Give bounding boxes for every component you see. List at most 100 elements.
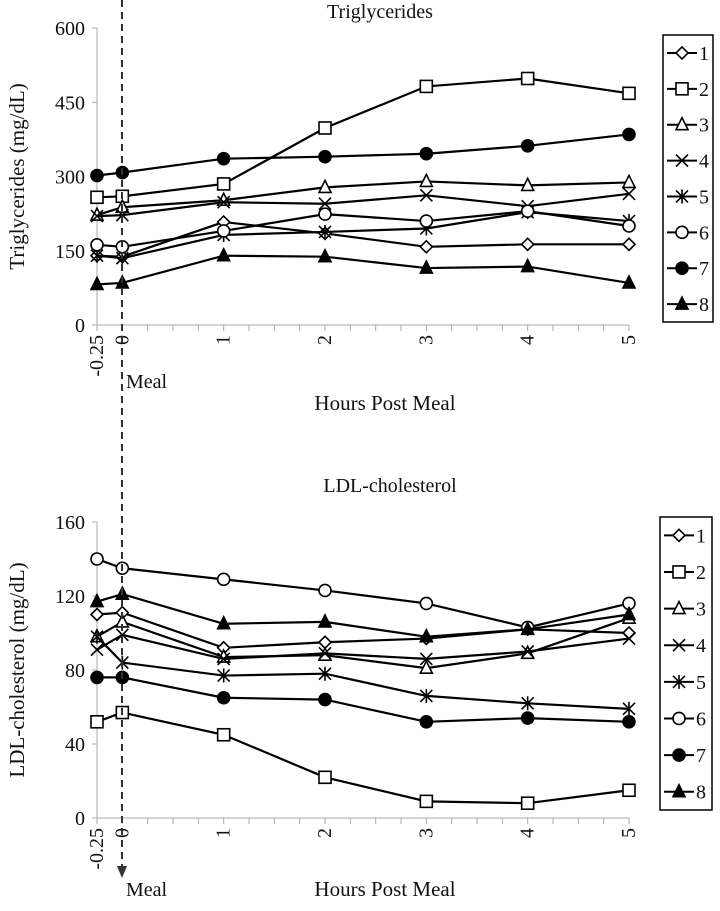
asterisk-marker — [622, 701, 636, 716]
x-marker — [672, 638, 686, 652]
series-line — [96, 611, 630, 649]
triangle-filled-marker — [674, 295, 690, 310]
x-marker — [622, 187, 636, 201]
square-open-marker — [622, 783, 636, 798]
triangle-filled-marker — [621, 274, 637, 289]
circle-filled-marker — [419, 714, 434, 729]
diamond-open-marker — [671, 528, 687, 543]
triangle-filled-marker — [216, 614, 231, 630]
triangle-filled-marker — [89, 275, 105, 291]
series-line — [96, 210, 630, 248]
square-open-marker — [675, 82, 689, 96]
square-open-marker — [216, 727, 231, 742]
diamond-open-marker — [621, 625, 637, 641]
triangle-open-marker — [317, 178, 333, 194]
asterisk-marker — [217, 668, 231, 683]
diamond-open-marker — [419, 239, 434, 254]
y-tick-label: 600 — [55, 18, 85, 40]
circle-filled-marker — [520, 711, 535, 725]
circle-open-marker — [672, 711, 686, 726]
diamond-open-marker — [621, 237, 637, 252]
triangle-filled-marker — [419, 627, 434, 643]
circle-open-marker — [675, 225, 689, 240]
legend-label: 7 — [696, 745, 706, 767]
legend-box — [659, 516, 713, 811]
square-open-marker — [419, 794, 434, 809]
chart-title: LDL-cholesterol — [323, 475, 457, 497]
x-marker — [217, 195, 231, 209]
x-marker — [318, 646, 332, 660]
circle-filled-marker — [622, 714, 636, 729]
x-tick-label: 4 — [517, 828, 539, 838]
triangle-filled-marker — [317, 247, 333, 263]
circle-filled-marker — [675, 261, 689, 275]
circle-open-marker — [622, 219, 636, 233]
circle-filled-marker — [318, 692, 332, 707]
asterisk-marker — [521, 696, 535, 711]
legend-label: 7 — [699, 258, 709, 280]
series-line — [96, 557, 630, 629]
series-7 — [90, 670, 636, 729]
circle-filled-marker — [672, 748, 686, 762]
circle-open-marker — [520, 204, 535, 218]
x-marker — [90, 209, 104, 223]
triangle-open-marker — [520, 176, 535, 192]
triangle-filled-marker — [671, 782, 687, 798]
x-tick-label: 1 — [213, 828, 235, 838]
legend-label: 2 — [696, 562, 706, 584]
circle-filled-marker — [419, 146, 434, 161]
legend-label: 1 — [699, 43, 709, 65]
x-marker — [115, 628, 129, 642]
x-tick-label: 2 — [314, 828, 336, 838]
series-line — [96, 180, 630, 217]
series-line — [96, 254, 630, 286]
circle-open-marker — [90, 552, 104, 566]
square-open-marker — [672, 565, 686, 579]
legend-label: 8 — [696, 782, 706, 804]
y-tick-label: 150 — [55, 241, 85, 263]
y-axis-label: LDL-cholesterol (mg/dL) — [5, 562, 29, 777]
x-tick-label: 5 — [618, 335, 640, 345]
y-tick-label: 0 — [75, 808, 85, 830]
x-marker — [115, 208, 129, 222]
square-open-marker — [318, 121, 332, 135]
x-tick-label: -0.25 — [86, 335, 108, 377]
circle-open-marker — [318, 583, 332, 598]
series-line — [96, 192, 630, 218]
series-7 — [90, 127, 636, 183]
legend-label: 5 — [699, 186, 709, 208]
circle-open-marker — [419, 214, 434, 228]
legend-label: 6 — [699, 222, 709, 244]
legend-label: 4 — [699, 151, 709, 173]
legend: 1 2 3 4 5 6 7 8 — [659, 516, 713, 811]
x-marker — [318, 197, 332, 211]
legend-label: 8 — [699, 294, 709, 316]
series-2 — [90, 705, 636, 811]
x-marker — [419, 188, 433, 202]
asterisk-marker — [675, 189, 689, 204]
y-tick-label: 120 — [55, 586, 85, 608]
meal-arrow-icon — [117, 866, 127, 878]
diamond-open-marker — [674, 45, 690, 61]
x-marker — [90, 643, 104, 657]
asterisk-marker — [90, 629, 104, 644]
legend-label: 5 — [696, 672, 706, 694]
series-line — [96, 211, 630, 260]
square-open-marker — [419, 79, 434, 94]
diamond-open-marker — [520, 237, 535, 252]
triangle-open-marker — [419, 659, 434, 674]
series-8 — [89, 246, 637, 291]
circle-open-marker — [419, 596, 434, 611]
x-marker — [419, 652, 433, 666]
asterisk-marker — [419, 688, 433, 703]
series-line — [96, 711, 630, 805]
square-open-marker — [318, 770, 332, 785]
legend-label: 1 — [696, 525, 706, 547]
square-open-marker — [520, 71, 535, 86]
circle-filled-marker — [90, 670, 104, 685]
series-line — [96, 133, 630, 177]
series-3 — [89, 172, 637, 221]
legend-label: 2 — [699, 79, 709, 101]
series-line — [97, 676, 630, 723]
